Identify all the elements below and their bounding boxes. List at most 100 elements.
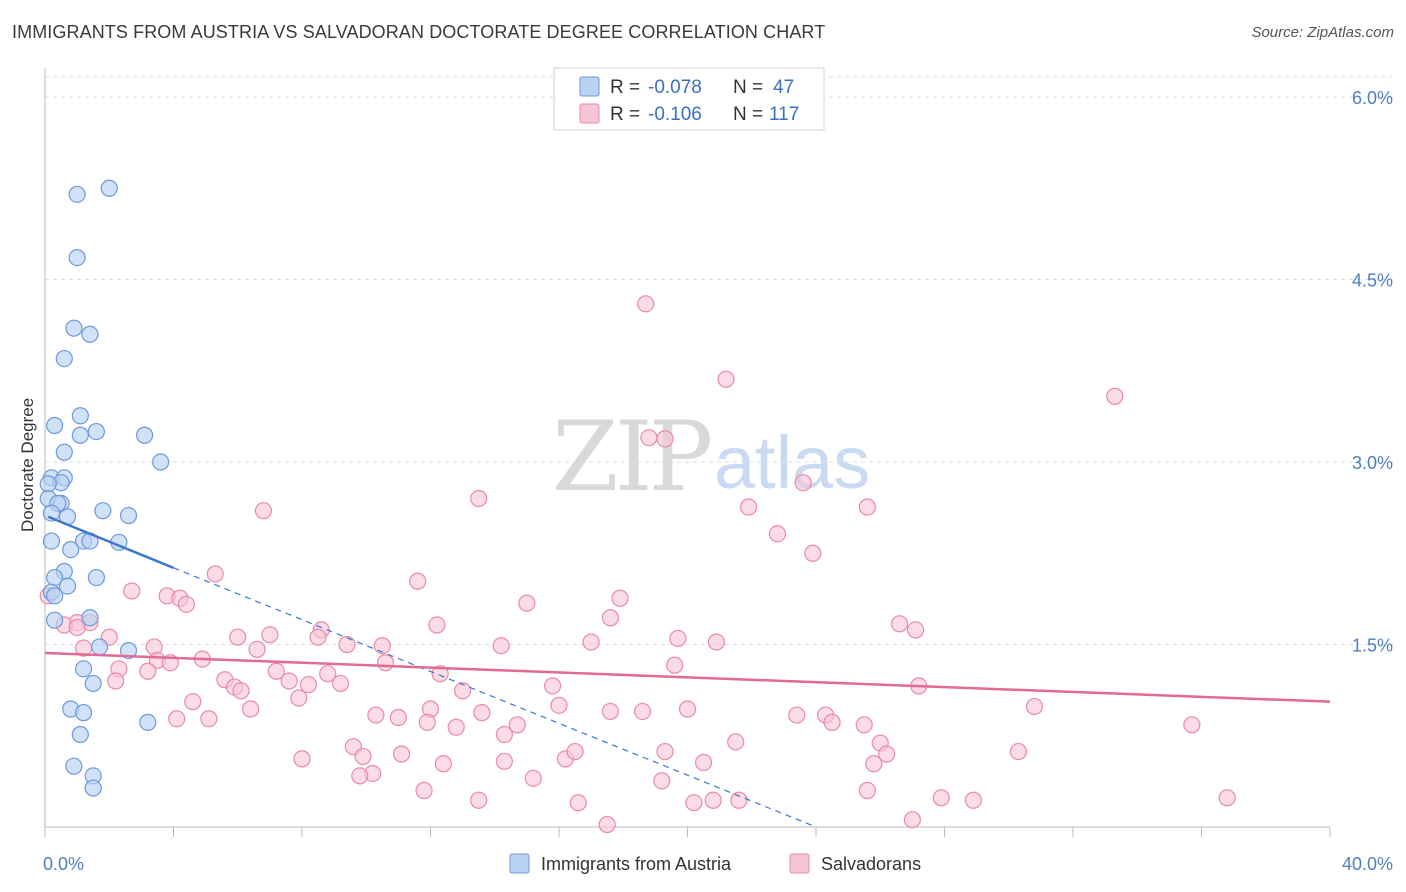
- austria-point-44: [71, 725, 89, 744]
- austria-point-7: [46, 416, 64, 435]
- austria-point-20: [42, 504, 61, 522]
- salvadorans-point-111: [730, 791, 748, 809]
- salvadorans-point-81: [823, 713, 841, 731]
- legend-b-n-label: N =: [733, 104, 763, 125]
- salvadorans-point-71: [367, 706, 385, 724]
- salvadorans-point-92: [495, 752, 513, 770]
- salvadorans-point-31: [229, 628, 247, 646]
- legend-a-r-label: R =: [610, 77, 640, 98]
- austria-point-12: [152, 453, 170, 471]
- salvadorans-point-55: [280, 672, 298, 690]
- salvadorans-point-3: [640, 429, 658, 447]
- austria-point-37: [91, 638, 109, 656]
- salvadorans-point-95: [656, 742, 674, 761]
- salvadorans-point-116: [598, 815, 616, 834]
- salvadorans-point-21: [601, 609, 620, 627]
- salvadorans-point-1: [717, 370, 735, 388]
- salvadorans-point-76: [200, 710, 218, 728]
- salvadorans-point-110: [704, 791, 722, 809]
- salvadorans-point-100: [1009, 742, 1027, 761]
- salvadorans-point-77: [418, 713, 436, 731]
- salvadorans-point-12: [206, 565, 224, 583]
- salvadorans-point-4: [656, 430, 674, 448]
- austria-point-22: [94, 502, 112, 520]
- bottom-legend-austria: Immigrants from Austria: [541, 854, 732, 874]
- salvadorans-point-10: [768, 525, 787, 543]
- salvadorans-point-64: [184, 693, 202, 711]
- series-legend: Immigrants from Austria Salvadorans: [509, 853, 921, 874]
- salvadorans-point-105: [415, 781, 433, 800]
- salvadorans-point-35: [707, 633, 726, 651]
- austria-point-8: [87, 422, 106, 441]
- salvadorans-point-0: [637, 295, 655, 313]
- austria-point-10: [135, 426, 154, 444]
- bottom-legend-salvadorans: Salvadorans: [821, 854, 921, 874]
- austria-trend-dashed: [173, 567, 817, 828]
- salvadorans-point-102: [351, 767, 369, 785]
- austria-point-31: [87, 568, 106, 587]
- salvadorans-point-79: [788, 706, 806, 724]
- austria-point-40: [84, 674, 102, 693]
- y-tick-label-2: 4.5%: [1352, 271, 1393, 291]
- salvadorans-point-28: [68, 618, 86, 637]
- salvadorans-points: [39, 295, 1236, 834]
- salvadorans-point-109: [685, 794, 703, 812]
- salvadorans-point-73: [473, 704, 491, 722]
- austria-point-42: [74, 704, 93, 722]
- source-label: Source: ZipAtlas.com: [1251, 24, 1394, 41]
- salvadorans-point-72: [389, 708, 407, 727]
- salvadorans-point-115: [903, 811, 921, 829]
- salvadorans-point-84: [495, 725, 513, 744]
- salvadorans-point-13: [409, 572, 427, 590]
- austria-point-5: [55, 349, 73, 368]
- salvadorans-point-32: [261, 626, 279, 644]
- salvadorans-point-104: [653, 772, 671, 790]
- watermark-zip: ZIP: [552, 401, 711, 513]
- salvadorans-point-7: [254, 502, 273, 520]
- salvadorans-point-90: [354, 747, 372, 766]
- austria-point-24: [42, 532, 61, 550]
- salvadorans-point-49: [139, 662, 157, 680]
- austria-point-2: [68, 249, 86, 267]
- stats-legend: R = -0.078 N = 47 R = -0.106 N = 117: [553, 67, 825, 131]
- salvadorans-point-91: [434, 755, 452, 773]
- salvadorans-point-59: [232, 682, 250, 700]
- salvadorans-point-113: [964, 791, 983, 809]
- y-tick-label-3: 6.0%: [1352, 88, 1393, 108]
- austria-point-34: [46, 587, 64, 605]
- austria-point-16: [39, 475, 57, 493]
- chart-title: IMMIGRANTS FROM AUSTRIA VS SALVADORAN DO…: [12, 22, 826, 42]
- salvadorans-point-19: [518, 594, 536, 612]
- salvadorans-point-70: [242, 700, 260, 718]
- salvadorans-point-106: [858, 781, 877, 800]
- austria-point-9: [71, 426, 89, 444]
- salvadorans-point-60: [454, 682, 472, 700]
- salvadorans-point-65: [550, 696, 568, 714]
- salvadorans-point-52: [431, 665, 449, 683]
- bottom-legend-swatch-austria: [509, 853, 530, 874]
- salvadorans-point-82: [508, 716, 526, 734]
- legend-b-r-label: R =: [610, 104, 640, 125]
- salvadorans-point-27: [906, 621, 925, 639]
- salvadorans-point-53: [107, 672, 125, 690]
- salvadorans-point-103: [524, 769, 542, 787]
- salvadorans-point-112: [932, 789, 950, 807]
- austria-point-32: [58, 577, 77, 595]
- salvadorans-point-85: [727, 733, 745, 751]
- y-tick-label-1: 3.0%: [1352, 453, 1393, 473]
- austria-point-45: [65, 757, 83, 775]
- axes: [44, 68, 1331, 837]
- austria-point-0: [68, 185, 86, 203]
- salvadorans-point-37: [373, 637, 391, 655]
- salvadorans-point-114: [1218, 789, 1236, 807]
- legend-swatch-salvadorans: [579, 103, 600, 124]
- salvadorans-point-78: [855, 716, 873, 734]
- salvadorans-point-69: [678, 700, 697, 718]
- x-tick-max: 40.0%: [1342, 854, 1393, 874]
- salvadorans-point-89: [293, 750, 311, 768]
- salvadorans-point-99: [878, 745, 896, 763]
- salvadorans-point-98: [865, 755, 883, 773]
- salvadorans-point-11: [804, 544, 822, 562]
- salvadorans-point-38: [492, 637, 510, 655]
